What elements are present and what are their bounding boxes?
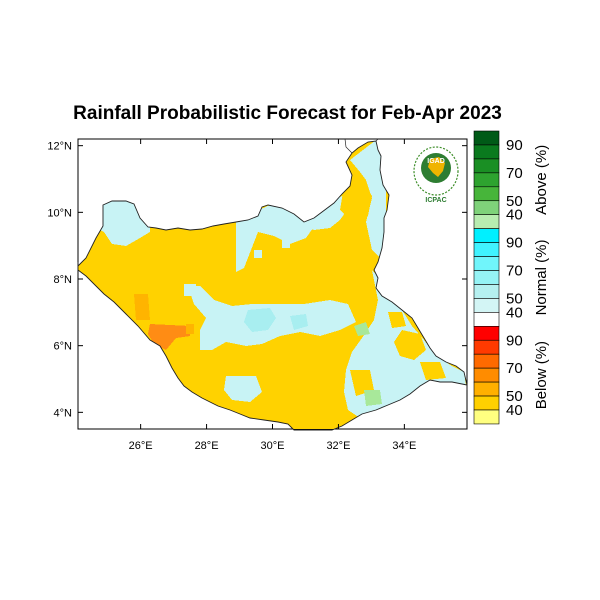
forecast-region-below-40 xyxy=(350,370,374,396)
lon-tick-label: 26°E xyxy=(129,440,153,452)
colorbar-label: 50 xyxy=(506,193,523,210)
colorbar-label: 70 xyxy=(506,165,523,182)
colorbar-swatch xyxy=(473,214,500,229)
latitude-axis: 12°N 10°N 8°N 6°N 4°N xyxy=(47,141,467,419)
colorbar-label: 50 xyxy=(506,388,523,405)
colorbar-label: 70 xyxy=(506,360,523,377)
lat-tick-label: 4°N xyxy=(54,407,73,419)
colorbar-swatch xyxy=(473,172,500,188)
map-title: Rainfall Probabilistic Forecast for Feb-… xyxy=(73,103,502,124)
colorbar-swatch xyxy=(473,158,500,174)
colorbar-label: 90 xyxy=(506,235,523,252)
forecast-region-normal-40 xyxy=(224,376,262,402)
colorbar-swatch xyxy=(473,381,500,397)
forecast-region-normal-40 xyxy=(350,141,386,260)
colorbar-label: 70 xyxy=(506,263,523,280)
south-sudan-border xyxy=(77,140,468,431)
colorbar-label: 40 xyxy=(506,402,523,419)
colorbar-label: 90 xyxy=(506,332,523,349)
forecast-region-below-40 xyxy=(388,312,406,328)
forecast-region-normal-50 xyxy=(244,308,276,332)
forecast-region-normal-40 xyxy=(300,194,350,230)
colorbar-swatch xyxy=(473,186,500,202)
forecast-region-normal-40 xyxy=(236,205,320,272)
lat-tick-label: 8°N xyxy=(54,274,73,286)
colorbar-swatch xyxy=(473,228,500,243)
forecast-region-above-40 xyxy=(364,390,382,406)
forecast-region-below-70 xyxy=(148,324,190,350)
africa-icon xyxy=(428,157,445,177)
colorbar-label: 40 xyxy=(506,304,523,321)
forecast-region-below-40 xyxy=(420,362,446,380)
logo-igad-text: IGAD xyxy=(427,158,445,165)
forecast-region-normal-50 xyxy=(290,314,308,330)
logo-icpac-text: ICPAC xyxy=(425,197,446,204)
neighbour-borders xyxy=(77,138,468,390)
forecast-region-normal-40 xyxy=(282,240,290,248)
lat-tick-label: 12°N xyxy=(47,141,72,153)
forecast-region-normal-40 xyxy=(184,284,196,296)
colorbar-group-title: Above (%) xyxy=(533,145,550,215)
laurel-icon xyxy=(413,146,459,196)
lon-tick-label: 34°E xyxy=(392,440,416,452)
lat-tick-label: 6°N xyxy=(54,341,73,353)
colorbar-swatch xyxy=(473,256,500,271)
igad-icpac-logo: IGAD ICPAC xyxy=(413,146,459,204)
forecast-region-normal-40 xyxy=(96,200,150,246)
colorbar-swatch xyxy=(473,242,500,257)
colorbar-group-title: Below (%) xyxy=(533,341,550,409)
forecast-region-below-40 xyxy=(394,330,426,360)
colorbar-swatch xyxy=(473,270,500,285)
colorbar-label: 50 xyxy=(506,290,523,307)
forecast-region-below-40 xyxy=(340,180,372,222)
colorbar-label: 40 xyxy=(506,207,523,224)
colorbar-swatch xyxy=(473,353,500,369)
colorbar-swatch xyxy=(473,130,500,146)
colorbar-swatch xyxy=(473,312,500,327)
longitude-axis: 26°E 28°E 30°E 32°E 34°E xyxy=(129,139,416,452)
forecast-region-below-50 xyxy=(186,324,194,334)
colorbar-swatch xyxy=(473,367,500,383)
lon-tick-label: 30°E xyxy=(261,440,285,452)
forecast-region-below-50 xyxy=(134,294,150,320)
colorbar-swatch xyxy=(473,284,500,299)
colorbar-group-title: Normal (%) xyxy=(533,240,550,316)
colorbar-swatch xyxy=(473,339,500,355)
colorbar-swatch xyxy=(473,298,500,313)
lon-tick-label: 28°E xyxy=(195,440,219,452)
forecast-region-above-40 xyxy=(354,322,370,336)
colorbar-label: 90 xyxy=(506,137,523,154)
colorbar-swatch xyxy=(473,409,500,425)
lat-tick-label: 10°N xyxy=(47,207,72,219)
colorbar-swatch xyxy=(473,325,500,341)
colorbar-swatch xyxy=(473,144,500,160)
colorbar-swatch xyxy=(473,200,500,215)
colorbar-swatch xyxy=(473,395,500,411)
lon-tick-label: 32°E xyxy=(326,440,350,452)
forecast-region-normal-40 xyxy=(254,250,262,258)
